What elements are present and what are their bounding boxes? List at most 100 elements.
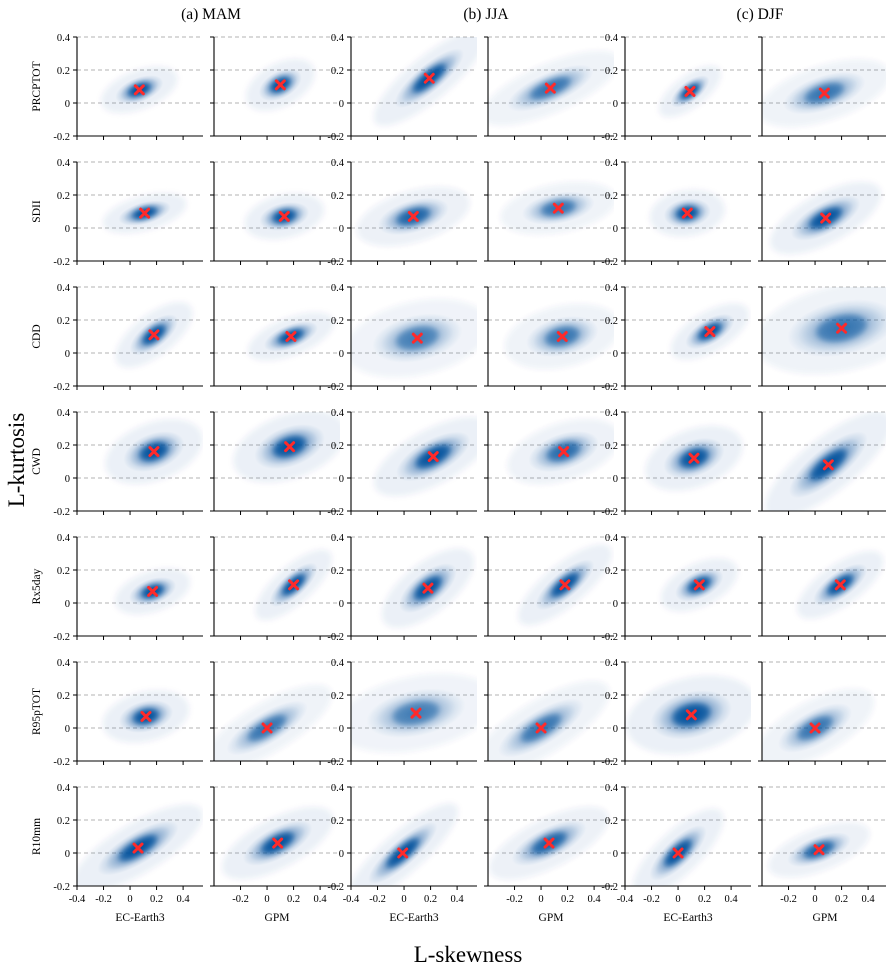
- y-tick-label: 0.4: [331, 783, 345, 794]
- y-tick-label: 0: [65, 724, 70, 735]
- x-source-label: EC-Earth3: [115, 912, 164, 924]
- x-tick-label: 0.4: [862, 894, 876, 905]
- mean-marker: [397, 847, 409, 859]
- y-tick-label: 0: [613, 599, 618, 610]
- y-tick-label: 0.2: [57, 191, 70, 202]
- y-tick-label: 0.2: [57, 691, 70, 702]
- y-tick-label: 0: [65, 599, 70, 610]
- mean-marker: [272, 837, 284, 849]
- y-tick-label: 0: [65, 349, 70, 360]
- y-tick-label: 0.4: [605, 783, 619, 794]
- y-tick-label: 0.2: [331, 66, 344, 77]
- panel-cdd-jja-ec-earth3: -0.2 0 0.2 0.4: [327, 283, 477, 393]
- x-source-label: GPM: [265, 912, 290, 924]
- season-title-djf: (c) DJF: [737, 6, 784, 23]
- mean-marker: [543, 837, 555, 849]
- panel-sdii-jja-ec-earth3: -0.2 0 0.2 0.4: [327, 158, 477, 268]
- x-tick-label: 0: [812, 894, 817, 905]
- y-tick-label: 0.4: [331, 33, 345, 44]
- mean-marker: [559, 579, 571, 591]
- y-tick-label: 0.4: [331, 158, 345, 169]
- y-tick-label: -0.2: [53, 382, 70, 393]
- mean-marker: [813, 844, 825, 856]
- x-tick-label: 0: [675, 894, 680, 905]
- mean-marker: [836, 322, 848, 334]
- y-tick-label: 0: [65, 99, 70, 110]
- y-tick-label: 0: [613, 474, 618, 485]
- x-tick-label: 0.2: [561, 894, 574, 905]
- panel-r10mm-jja-gpm: -0.2 0 0.2 0.4 GPM: [484, 786, 614, 924]
- panel-r95ptot-jja-gpm: [484, 661, 614, 765]
- y-tick-label: -0.2: [601, 882, 618, 893]
- x-tick-label: -0.2: [369, 894, 386, 905]
- mean-marker: [688, 452, 700, 464]
- x-tick-label: -0.2: [232, 894, 249, 905]
- panel-r95ptot-djf-ec-earth3: -0.2 0 0.2 0.4: [601, 658, 751, 768]
- y-tick-label: 0: [613, 724, 618, 735]
- figure-xlabel: L-skewness: [414, 942, 523, 967]
- y-tick-label: -0.2: [53, 257, 70, 268]
- y-tick-label: -0.2: [327, 132, 344, 143]
- y-tick-label: 0: [339, 724, 344, 735]
- y-tick-label: 0.2: [605, 441, 618, 452]
- y-tick-label: 0: [65, 224, 70, 235]
- x-tick-label: -0.4: [617, 894, 634, 905]
- mean-marker: [261, 722, 273, 734]
- mean-marker: [704, 326, 716, 338]
- mean-marker: [809, 722, 821, 734]
- y-tick-label: 0.4: [331, 408, 345, 419]
- panel-rx5day-jja-ec-earth3: -0.2 0 0.2 0.4: [327, 533, 477, 643]
- x-tick-label: 0: [264, 894, 269, 905]
- x-tick-label: 0.2: [287, 894, 300, 905]
- y-tick-label: 0.2: [605, 191, 618, 202]
- y-tick-label: 0.2: [331, 191, 344, 202]
- panel-sdii-mam-ec-earth3: -0.2 0 0.2 0.4 SDII: [31, 158, 203, 268]
- panel-r10mm-jja-ec-earth3: -0.200.20.4-0.4 -0.2 0 0.2 0.4EC-Earth3: [327, 783, 477, 924]
- season-title-mam: (a) MAM: [181, 6, 241, 23]
- y-tick-label: 0.4: [331, 533, 345, 544]
- panel-r95ptot-jja-ec-earth3: -0.2 0 0.2 0.4: [327, 658, 477, 768]
- row-index-label: CDD: [31, 324, 43, 348]
- panel-r95ptot-mam-ec-earth3: -0.2 0 0.2 0.4 R95pTOT: [31, 658, 203, 768]
- y-tick-label: 0.4: [57, 408, 71, 419]
- y-tick-label: 0.2: [605, 566, 618, 577]
- panel-cwd-jja-gpm: [484, 411, 614, 515]
- mean-marker: [132, 842, 144, 854]
- y-tick-label: 0.2: [331, 566, 344, 577]
- y-tick-label: 0: [339, 474, 344, 485]
- y-tick-label: -0.2: [53, 507, 70, 518]
- panel-prcptot-jja-ec-earth3: -0.2 0 0.2 0.4: [327, 33, 477, 143]
- x-tick-label: 0.4: [725, 894, 739, 905]
- y-tick-label: 0.4: [605, 408, 619, 419]
- x-source-label: GPM: [813, 912, 838, 924]
- y-tick-label: 0: [339, 224, 344, 235]
- mean-marker: [535, 722, 547, 734]
- y-tick-label: -0.2: [327, 757, 344, 768]
- panel-cwd-djf-gpm: [758, 411, 886, 515]
- panel-sdii-mam-gpm: [210, 161, 340, 265]
- y-tick-label: 0.2: [331, 691, 344, 702]
- panel-rx5day-jja-gpm: [484, 536, 614, 640]
- y-tick-label: -0.2: [601, 632, 618, 643]
- y-tick-label: -0.2: [53, 882, 70, 893]
- panel-cdd-djf-ec-earth3: -0.2 0 0.2 0.4: [601, 283, 751, 393]
- y-tick-label: 0: [613, 224, 618, 235]
- x-tick-label: 0.4: [314, 894, 328, 905]
- y-tick-label: -0.2: [327, 632, 344, 643]
- mean-marker: [672, 847, 684, 859]
- panel-prcptot-djf-ec-earth3: -0.2 0 0.2 0.4: [601, 33, 751, 143]
- y-tick-label: 0.2: [331, 441, 344, 452]
- y-tick-label: 0: [339, 349, 344, 360]
- density-blob: [762, 59, 886, 128]
- y-tick-label: 0: [613, 849, 618, 860]
- panel-prcptot-mam-gpm: [210, 36, 340, 140]
- panel-prcptot-jja-gpm: [484, 36, 614, 140]
- y-tick-label: -0.2: [601, 382, 618, 393]
- panel-rx5day-mam-ec-earth3: -0.2 0 0.2 0.4 Rx5day: [31, 533, 203, 643]
- y-tick-label: 0.4: [605, 33, 619, 44]
- y-tick-label: 0.2: [605, 691, 618, 702]
- x-tick-label: 0.4: [177, 894, 191, 905]
- y-tick-label: 0.2: [605, 816, 618, 827]
- mean-marker: [139, 207, 151, 219]
